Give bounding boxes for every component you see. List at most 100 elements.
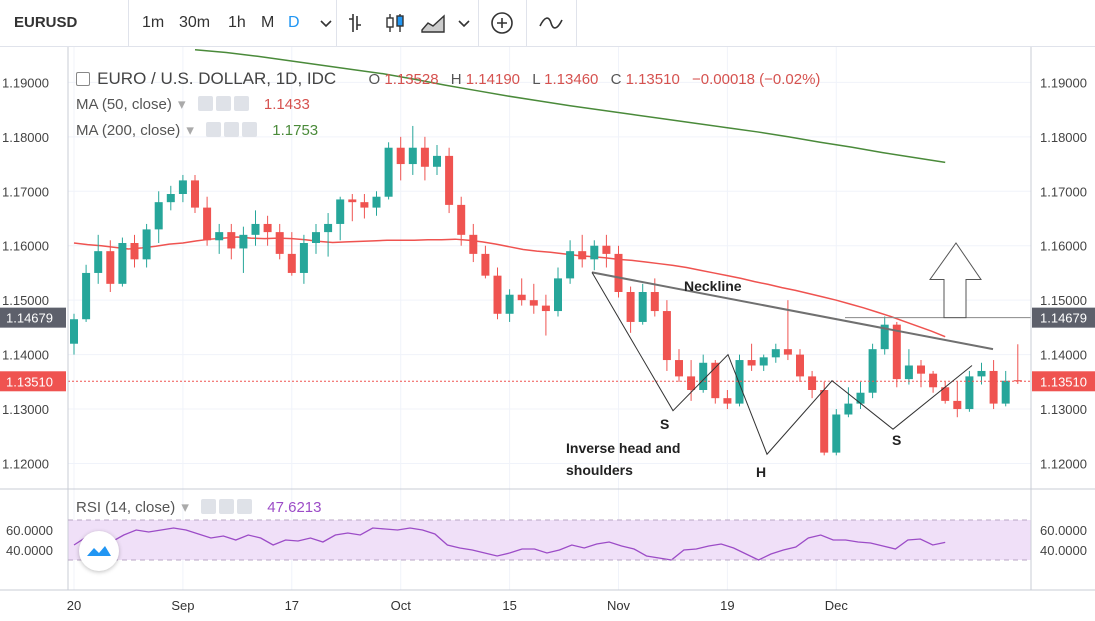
candle-up: [251, 223, 260, 235]
candle-up: [868, 349, 877, 393]
interval-month[interactable]: M: [261, 14, 275, 31]
eye-icon[interactable]: [206, 122, 222, 137]
candle-up: [433, 155, 441, 167]
interval-day[interactable]: D: [288, 14, 300, 31]
close-icon[interactable]: [242, 122, 258, 137]
candle-down: [953, 400, 962, 410]
neckline-label: Neckline: [684, 278, 742, 294]
candle-down: [275, 232, 284, 254]
open-label: O: [368, 71, 381, 88]
time-tick-label: 17: [285, 598, 299, 613]
tradingview-logo[interactable]: [79, 531, 119, 571]
price-tick-label: 1.18000: [1040, 130, 1087, 145]
ma50-legend: MA (50, close) ▾ 1.1433: [76, 95, 310, 113]
bar-style-icon[interactable]: [343, 10, 371, 36]
neckline-drawing: [591, 271, 994, 351]
candle-up: [142, 229, 151, 260]
price-marker-right: [1032, 307, 1095, 328]
chevron-down-icon[interactable]: ▾: [181, 499, 189, 516]
candle-up: [554, 278, 562, 312]
ma200-label: MA (200, close): [76, 122, 181, 139]
candle-style-icon[interactable]: [381, 10, 409, 36]
candle-down: [227, 232, 236, 249]
price-marker-left: [0, 307, 66, 328]
right-shoulder-label: S: [892, 432, 901, 448]
chevron-down-icon[interactable]: [450, 10, 478, 36]
eye-icon[interactable]: [201, 499, 217, 514]
time-tick-label: 15: [502, 598, 516, 613]
chevron-down-icon[interactable]: ▾: [178, 96, 186, 113]
toolbar-divider: [526, 0, 527, 46]
candle-down: [711, 362, 720, 399]
rsi-tick-label: 40.0000: [1040, 543, 1087, 558]
gear-icon[interactable]: [224, 122, 240, 137]
candle-up: [1001, 380, 1010, 404]
rsi-tick-label: 60.0000: [6, 523, 53, 538]
candle-down: [469, 234, 478, 254]
interval-1h[interactable]: 1h: [228, 14, 246, 31]
candle-up: [759, 357, 768, 366]
candle-up: [336, 199, 345, 224]
candle-up: [856, 392, 865, 404]
candle-up: [372, 196, 381, 208]
candle-down: [191, 180, 199, 208]
price-marker-label: 1.13510: [1040, 374, 1087, 389]
add-compare-icon[interactable]: [488, 10, 516, 36]
gear-icon[interactable]: [215, 96, 231, 111]
toolbar-divider: [128, 0, 129, 46]
candle-down: [626, 292, 635, 322]
candle-down: [203, 207, 212, 241]
close-icon[interactable]: [233, 96, 249, 111]
candle-up: [408, 147, 417, 165]
interval-30m[interactable]: 30m: [179, 14, 211, 31]
candle-down: [457, 204, 466, 235]
target-arrow: [929, 242, 982, 319]
price-marker-left: [0, 371, 66, 392]
candle-up: [904, 365, 913, 380]
gear-icon[interactable]: [219, 499, 235, 514]
top-toolbar: EURUSD 1m 30m 1h M D: [0, 0, 1095, 47]
candle-up: [880, 324, 889, 350]
price-tick-label: 1.19000: [1040, 75, 1087, 90]
close-icon[interactable]: [237, 499, 253, 514]
candle-up: [312, 232, 320, 243]
candle-down: [263, 223, 272, 233]
rsi-line: [73, 527, 946, 561]
candle-down: [675, 360, 683, 377]
chevron-down-icon[interactable]: [312, 10, 340, 36]
rsi-tick-label: 40.0000: [6, 543, 53, 558]
candle-up: [324, 223, 333, 233]
rsi-label: RSI (14, close): [76, 499, 176, 516]
candle-down: [662, 311, 671, 361]
candle-down: [723, 398, 732, 404]
price-tick-label: 1.19000: [2, 75, 49, 90]
candle-down: [360, 202, 369, 208]
candle-up: [70, 319, 78, 344]
ma200-value: 1.1753: [272, 122, 319, 139]
candle-down: [529, 300, 538, 306]
candle-down: [130, 243, 139, 260]
symbol-search[interactable]: EURUSD: [14, 14, 78, 31]
series-title: EURO / U.S. DOLLAR, 1D, IDC: [97, 69, 337, 88]
eye-icon[interactable]: [197, 96, 213, 111]
close-value: 1.13510: [625, 71, 680, 88]
price-marker-label: 1.13510: [6, 374, 53, 389]
ma50-value: 1.1433: [263, 96, 310, 113]
low-value: 1.13460: [544, 71, 599, 88]
candle-up: [384, 147, 393, 197]
price-chart[interactable]: 1.14679 1.14679 1.13510 1.13510 Neckline Inve…: [0, 47, 1095, 621]
collapse-icon[interactable]: [76, 72, 90, 86]
candle-down: [783, 349, 792, 355]
candle-down: [808, 376, 817, 390]
interval-1m[interactable]: 1m: [142, 14, 165, 31]
price-tick-label: 1.15000: [2, 293, 49, 308]
indicators-icon[interactable]: [537, 10, 565, 36]
candle-up: [771, 349, 780, 358]
chevron-down-icon[interactable]: ▾: [186, 122, 194, 139]
area-style-icon[interactable]: [419, 10, 447, 36]
candle-down: [493, 275, 502, 314]
ma50-label: MA (50, close): [76, 96, 172, 113]
candle-up: [832, 414, 841, 453]
candle-down: [941, 387, 950, 401]
price-tick-label: 1.14000: [2, 348, 49, 363]
